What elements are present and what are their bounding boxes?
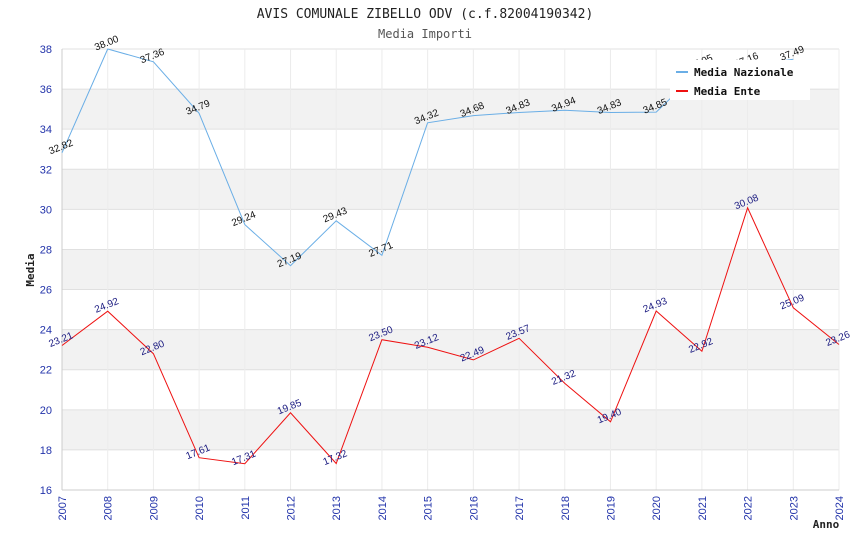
x-tick-label: 2020 [651, 496, 663, 520]
y-tick-label: 20 [40, 405, 52, 417]
y-tick-label: 32 [40, 164, 52, 176]
data-label: 24.92 [93, 296, 121, 316]
x-tick-label: 2018 [560, 496, 572, 520]
series-line-media-ente [61, 206, 840, 465]
y-tick-label: 34 [40, 124, 52, 136]
x-tick-label: 2014 [377, 496, 389, 520]
x-tick-label: 2015 [423, 496, 435, 520]
x-tick-label: 2011 [240, 496, 252, 520]
grid-band [62, 249, 839, 290]
y-ticks: 16 18 20 22 24 26 28 30 32 34 36 38 [40, 44, 52, 497]
legend: Media Nazionale Media Ente [670, 60, 810, 100]
x-ticks: 2007 2008 2009 2010 2011 2012 2013 2014 2015 2016… [57, 496, 846, 520]
chart-subtitle: Media Importi [378, 27, 472, 41]
data-label: 21.32 [550, 368, 578, 388]
y-tick-label: 30 [40, 204, 52, 216]
x-tick-label: 2010 [194, 496, 206, 520]
x-tick-label: 2008 [103, 496, 115, 520]
x-tick-label: 2013 [331, 496, 343, 520]
x-axis-label: Anno [813, 518, 840, 531]
x-tick-label: 2007 [57, 496, 69, 520]
y-tick-label: 18 [40, 445, 52, 457]
data-label: 32.82 [47, 138, 75, 158]
data-label: 37.36 [139, 47, 167, 67]
data-label: 17.31 [230, 448, 258, 468]
y-tick-label: 24 [40, 325, 52, 337]
data-label: 29.24 [230, 209, 258, 229]
y-tick-label: 38 [40, 44, 52, 56]
x-tick-label: 2019 [605, 496, 617, 520]
y-tick-label: 28 [40, 244, 52, 256]
x-tick-label: 2024 [834, 496, 846, 520]
grid-band [62, 409, 839, 450]
legend-item: Media Ente [694, 85, 761, 98]
grid-band [62, 169, 839, 210]
grid-band [62, 329, 839, 370]
x-tick-label: 2023 [788, 496, 800, 520]
y-axis-label: Media [24, 253, 37, 286]
y-tick-label: 36 [40, 84, 52, 96]
x-tick-label: 2009 [148, 496, 160, 520]
y-tick-label: 26 [40, 285, 52, 297]
y-tick-label: 22 [40, 365, 52, 377]
x-tick-label: 2012 [286, 496, 298, 520]
data-label: 25.09 [779, 293, 807, 313]
x-tick-label: 2022 [743, 496, 755, 520]
chart-title: AVIS COMUNALE ZIBELLO ODV (c.f.820041903… [257, 7, 594, 22]
grid-bands [62, 89, 839, 450]
legend-box [670, 60, 810, 100]
legend-item: Media Nazionale [694, 66, 794, 79]
x-tick-label: 2017 [514, 496, 526, 520]
x-tick-label: 2021 [697, 496, 709, 520]
y-tick-label: 16 [40, 485, 52, 497]
x-tick-label: 2016 [468, 496, 480, 520]
